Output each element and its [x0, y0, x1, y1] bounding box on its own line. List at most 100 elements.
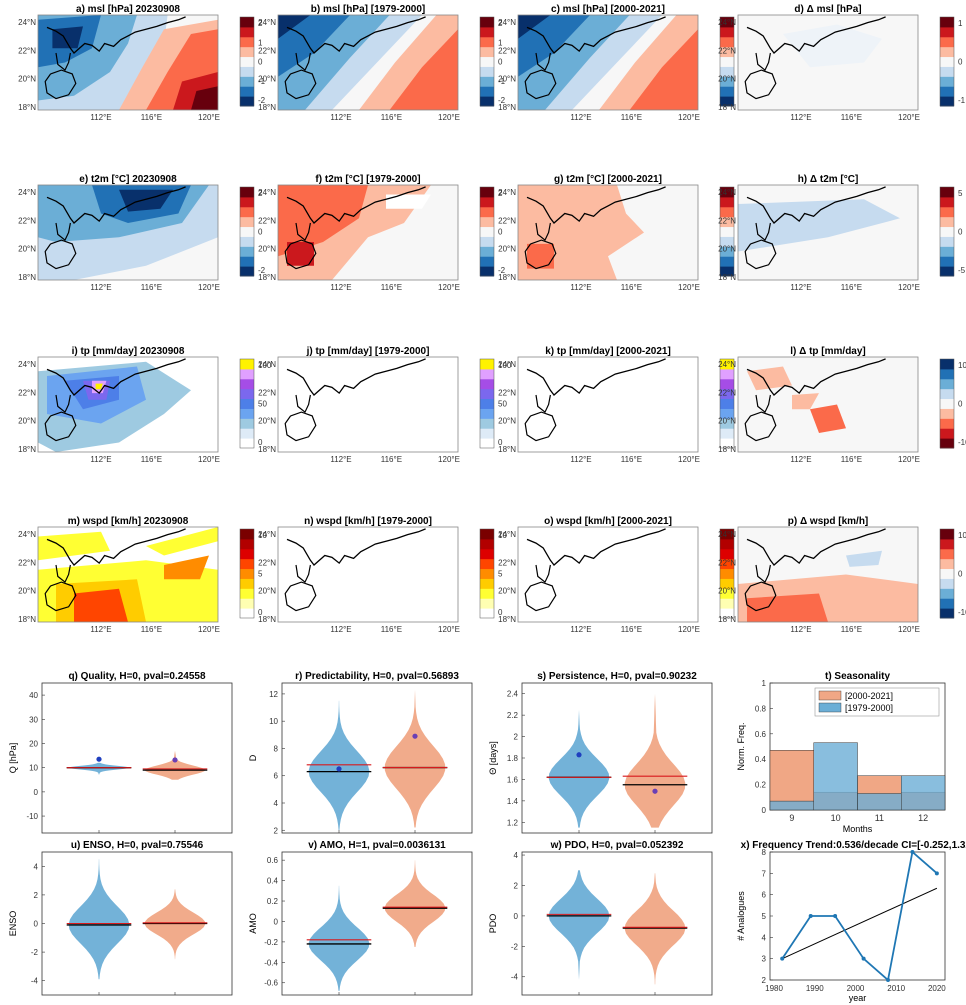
contour-region [278, 15, 350, 77]
map-frame [37, 184, 219, 281]
colorbar-frame [239, 358, 255, 449]
coastline [535, 222, 551, 242]
lat-tick-label: 18°N [18, 273, 36, 282]
legend-label: [2000-2021] [845, 691, 893, 701]
lat-tick-label: 22°N [258, 46, 276, 55]
coastline [55, 394, 71, 414]
coastline [535, 564, 551, 584]
colorbar-label: 100 [258, 361, 272, 370]
legend: [2000-2021] [1979-2000] [814, 687, 940, 717]
colorbar-swatch [480, 428, 494, 439]
colorbar-swatch [720, 36, 734, 48]
y-tick-label: 0.4 [755, 755, 767, 764]
y-tick-label: 8 [274, 744, 279, 753]
map-frame [517, 526, 699, 623]
event-marker [172, 757, 178, 763]
contour-region [52, 26, 83, 49]
bar [769, 800, 814, 811]
colorbar-label: 0 [958, 400, 963, 409]
map-frame [37, 356, 219, 453]
contour-region [527, 243, 554, 269]
colorbar-swatch [720, 558, 734, 570]
contour-region [74, 588, 128, 622]
contour-region [629, 29, 698, 110]
y-tick-label: 2 [762, 976, 767, 985]
coastline [755, 564, 771, 584]
y-tick-label: 0 [34, 788, 39, 797]
colorbar-swatch [240, 438, 254, 449]
colorbar-swatch [480, 388, 494, 400]
y-axis-label: Norm. Freq. [736, 722, 746, 770]
contour-region [386, 194, 431, 209]
colorbar-swatch [480, 418, 494, 429]
colorbar-swatch [720, 236, 734, 247]
colorbar-swatch [240, 76, 254, 87]
colorbar-swatch [480, 206, 494, 218]
colorbar-swatch [240, 359, 254, 370]
coastline [295, 394, 311, 414]
map-frame [737, 526, 919, 623]
colorbar-frame [719, 528, 735, 619]
hainan-coastline [284, 69, 317, 100]
map-panel-n: n) wspd [km/h] [1979-2000] 24°N 22°N 20°N 18… [258, 516, 507, 634]
stat-panel-r: r) Predictability, H=0, pval=0.56893 2 4 6 8… [248, 671, 473, 835]
lat-tick-label: 24°N [258, 530, 276, 539]
colorbar-swatch [240, 236, 254, 247]
colorbar-label: -10 [958, 438, 966, 447]
lat-tick-label: 18°N [498, 103, 516, 112]
y-tick-label: 3 [762, 955, 767, 964]
x-tick-label: 12 [918, 813, 928, 823]
colorbar-swatch [480, 216, 494, 228]
colorbar-swatch [940, 246, 954, 257]
colorbar-swatch [720, 529, 734, 540]
chart-title: q) Quality, H=0, pval=0.24558 [68, 671, 206, 682]
colorbar-swatch [480, 529, 494, 540]
y-tick-label: 0 [34, 920, 39, 929]
colorbar-label: 0 [958, 570, 963, 579]
colorbar-swatch [480, 578, 494, 589]
colorbar-frame [479, 528, 495, 619]
colorbar-swatch [940, 187, 954, 198]
lat-tick-label: 20°N [18, 587, 36, 596]
colorbar-swatch [480, 266, 494, 277]
colorbar-swatch [480, 236, 494, 247]
colorbar-swatch [480, 26, 494, 38]
lon-tick-label: 116°E [141, 113, 162, 122]
violin-body [144, 750, 206, 780]
violin-body [548, 709, 610, 828]
colorbar-label: 0 [958, 228, 963, 237]
colorbar-label: 2 [498, 189, 503, 198]
hainan-coastline [744, 69, 777, 100]
colorbar-swatch [240, 66, 254, 77]
lon-tick-label: 120°E [198, 283, 220, 292]
stat-panel-t: t) Seasonality 0 0.2 0.4 0.6 0.8 1 Norm. Freq. 9… [736, 671, 946, 834]
colorbar-swatch [240, 578, 254, 589]
lat-tick-label: 24°N [18, 530, 36, 539]
colorbar-swatch [240, 568, 254, 579]
colorbar-swatch [480, 608, 494, 619]
y-tick-label: 40 [29, 691, 38, 700]
lon-tick-label: 112°E [330, 455, 351, 464]
colorbar-swatch [240, 46, 254, 58]
map-title: o) wspd [km/h] [2000-2021] [544, 516, 672, 527]
colorbar-swatch [720, 548, 734, 560]
coastline [746, 358, 886, 396]
lon-tick-label: 116°E [621, 455, 642, 464]
coastline [286, 186, 426, 224]
hainan-coastline [524, 581, 557, 612]
lon-tick-label: 120°E [198, 113, 220, 122]
coastline [526, 186, 666, 224]
colorbar-swatch [720, 598, 734, 609]
colorbar-swatch [480, 76, 494, 87]
map-panel-i: i) tp [mm/day] 20230908 24°N 22°N 20°N 18°N 1… [18, 346, 272, 464]
y-axis-label: Θ [days] [488, 741, 498, 775]
colorbar-swatch [240, 17, 254, 28]
lon-tick-label: 112°E [570, 113, 591, 122]
map-title: j) tp [mm/day] [1979-2000] [306, 346, 430, 357]
coastline [535, 394, 551, 414]
lon-tick-label: 112°E [330, 283, 351, 292]
lat-tick-label: 24°N [258, 360, 276, 369]
y-tick-label: 1.6 [507, 775, 519, 784]
contour-region [518, 15, 590, 77]
